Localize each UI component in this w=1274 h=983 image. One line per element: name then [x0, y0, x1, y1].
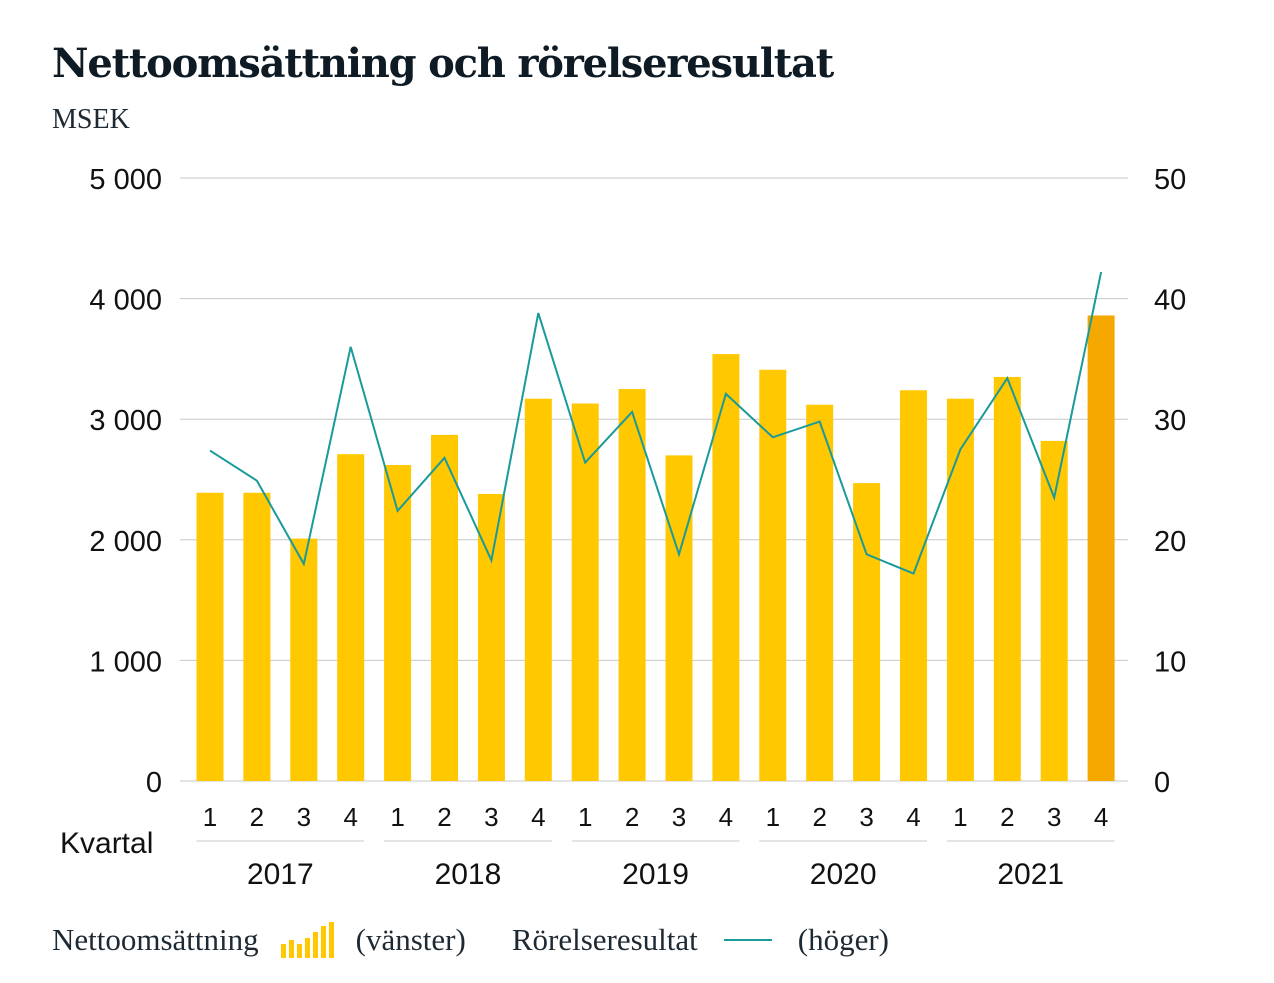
bar	[665, 455, 693, 781]
quarter-tick-label: 4	[719, 802, 733, 832]
quarter-tick-label: 4	[1094, 802, 1108, 832]
quarter-tick-label: 2	[437, 802, 451, 832]
quarter-tick-label: 4	[343, 802, 357, 832]
right-tick-label: 50	[1154, 164, 1186, 196]
bar	[290, 538, 318, 781]
legend-axis-right: (höger)	[797, 922, 890, 957]
quarter-tick-label: 1	[766, 802, 780, 832]
bar	[571, 403, 599, 781]
right-tick-label: 20	[1154, 526, 1186, 558]
year-label: 2019	[622, 858, 689, 891]
right-tick-label: 10	[1154, 646, 1186, 678]
right-axis-ticks: 0 10 20 30 40 50	[1154, 164, 1186, 799]
bar	[477, 493, 505, 781]
left-tick-label: 0	[146, 767, 162, 799]
right-tick-label: 0	[1154, 767, 1170, 799]
bar	[946, 398, 974, 781]
operating-result-line	[209, 271, 1103, 575]
bar	[431, 434, 458, 781]
legend: Nettoomsättning (vänster) Rörelseresulta…	[52, 922, 889, 958]
right-tick-label: 40	[1154, 285, 1186, 317]
quarter-tick-label: 2	[625, 802, 639, 832]
quarter-tick-label: 1	[578, 802, 592, 832]
bar	[196, 492, 224, 781]
bar	[1040, 440, 1068, 781]
bar	[993, 376, 1021, 781]
quarter-tick-label: 3	[1047, 802, 1061, 832]
bar	[806, 404, 834, 781]
series-line	[209, 271, 1103, 575]
quarter-tick-label: 1	[390, 802, 404, 832]
year-label: 2018	[435, 858, 502, 891]
legend-label-operating-result: Rörelseresultat	[511, 922, 698, 957]
quarter-tick-label: 1	[953, 802, 967, 832]
left-axis-ticks: 0 1 000 2 000 3 000 4 000 5 000	[89, 164, 162, 799]
bar	[243, 492, 271, 781]
legend-axis-left: (vänster)	[355, 922, 466, 957]
chart-unit: MSEK	[52, 104, 130, 135]
left-tick-label: 5 000	[89, 164, 162, 196]
bar	[337, 454, 365, 781]
revenue-bars	[196, 315, 1115, 781]
quarter-tick-label: 3	[484, 802, 498, 832]
quarter-tick-label: 2	[1000, 802, 1014, 832]
quarter-tick-label: 4	[531, 802, 545, 832]
bar	[1087, 315, 1115, 781]
year-label: 2020	[810, 858, 877, 891]
left-tick-label: 1 000	[89, 646, 162, 678]
bar	[712, 354, 740, 781]
bar	[759, 369, 787, 781]
quarter-tick-label: 3	[672, 802, 686, 832]
chart-title: Nettoomsättning och rörelseresultat	[52, 40, 834, 87]
bar	[618, 389, 646, 781]
right-tick-label: 30	[1154, 405, 1186, 437]
left-tick-label: 2 000	[89, 526, 162, 558]
line-icon	[723, 939, 772, 941]
bar	[524, 398, 552, 781]
quarter-tick-label: 3	[859, 802, 873, 832]
left-tick-label: 4 000	[89, 285, 162, 317]
bar	[853, 483, 881, 781]
legend-label-revenue: Nettoomsättning	[52, 922, 259, 957]
bar	[384, 465, 412, 781]
quarter-tick-label: 2	[812, 802, 826, 832]
quarter-tick-label: 1	[203, 802, 217, 832]
quarter-tick-label: 2	[250, 802, 264, 832]
x-axis-label: Kvartal	[60, 827, 153, 860]
left-tick-label: 3 000	[89, 405, 162, 437]
quarter-tick-label: 3	[297, 802, 311, 832]
x-axis: 1 2 3 4 1 2 3 4 1 2 3 4 1 2 3 4 1 2 3 4 Kvartal 2017 2018 2019 2…	[60, 802, 1115, 891]
bar	[900, 390, 927, 781]
bar-chart-icon	[280, 922, 334, 958]
year-label: 2021	[997, 858, 1064, 891]
year-label: 2017	[247, 858, 314, 891]
quarter-tick-label: 4	[906, 802, 920, 832]
